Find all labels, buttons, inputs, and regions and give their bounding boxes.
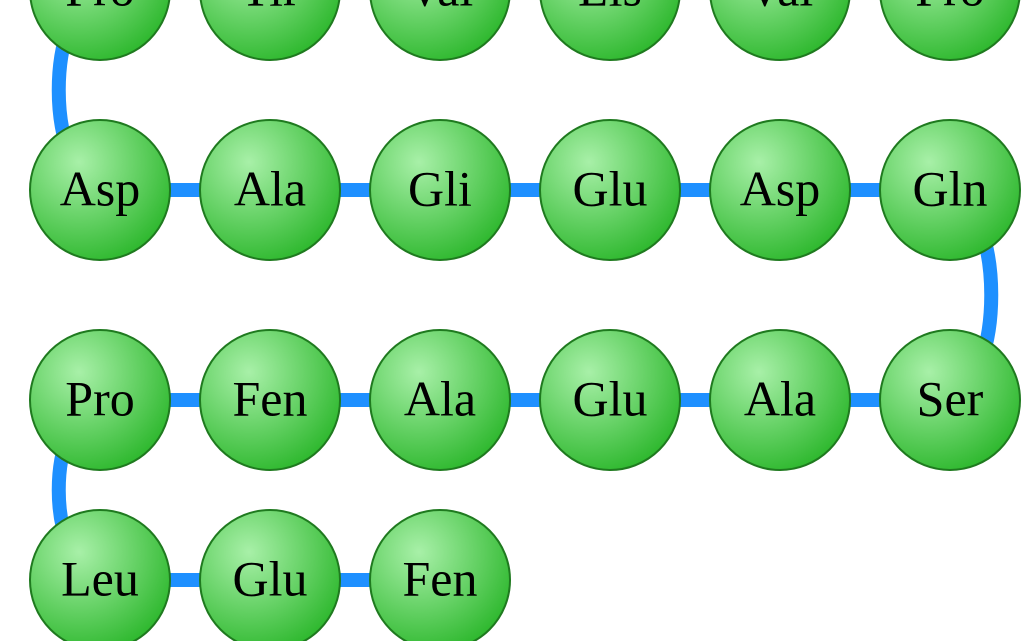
- node-label: Pro: [65, 0, 134, 16]
- node-label: Glu: [573, 160, 648, 216]
- amino-acid-node: Tir: [200, 0, 340, 60]
- amino-acid-node: Glu: [540, 330, 680, 470]
- node-label: Ala: [404, 370, 476, 426]
- amino-acid-node: Ala: [370, 330, 510, 470]
- amino-acid-node: Ala: [710, 330, 850, 470]
- node-label: Ala: [744, 370, 816, 426]
- node-label: Glu: [573, 370, 648, 426]
- node-label: Glu: [233, 550, 308, 606]
- node-label: Asp: [740, 160, 821, 216]
- amino-acid-node: Ala: [200, 120, 340, 260]
- node-label: Fen: [233, 370, 308, 426]
- node-label: Gln: [913, 160, 988, 216]
- amino-acid-node: Val: [710, 0, 850, 60]
- amino-acid-node: Leu: [30, 510, 170, 641]
- amino-acid-node: Asp: [710, 120, 850, 260]
- node-label: Val: [747, 0, 814, 16]
- amino-acid-node: Fen: [200, 330, 340, 470]
- node-label: Fen: [403, 550, 478, 606]
- node-label: Asp: [60, 160, 141, 216]
- amino-acid-node: Glu: [540, 120, 680, 260]
- node-label: Tir: [240, 0, 300, 16]
- amino-acid-node: Fen: [370, 510, 510, 641]
- amino-acid-node: Val: [370, 0, 510, 60]
- node-label: Ser: [917, 370, 984, 426]
- node-label: Leu: [61, 550, 139, 606]
- amino-acid-node: Gli: [370, 120, 510, 260]
- node-label: Lis: [578, 0, 642, 16]
- node-label: Val: [407, 0, 474, 16]
- amino-acid-node: Pro: [880, 0, 1020, 60]
- node-label: Pro: [65, 370, 134, 426]
- amino-acid-node: Gln: [880, 120, 1020, 260]
- amino-acid-node: Asp: [30, 120, 170, 260]
- node-label: Ala: [234, 160, 306, 216]
- amino-acid-node: Pro: [30, 0, 170, 60]
- amino-acid-node: Lis: [540, 0, 680, 60]
- node-label: Pro: [915, 0, 984, 16]
- connector-layer: [59, 0, 992, 580]
- amino-acid-node: Glu: [200, 510, 340, 641]
- amino-acid-chain-diagram: Pro Tir Val Lis Val Pro Asp Ala Gli Glu Asp Gln Pro F…: [0, 0, 1023, 641]
- amino-acid-node: Ser: [880, 330, 1020, 470]
- node-layer: Pro Tir Val Lis Val Pro Asp Ala Gli Glu Asp Gln Pro F…: [30, 0, 1020, 641]
- amino-acid-node: Pro: [30, 330, 170, 470]
- node-label: Gli: [408, 160, 472, 216]
